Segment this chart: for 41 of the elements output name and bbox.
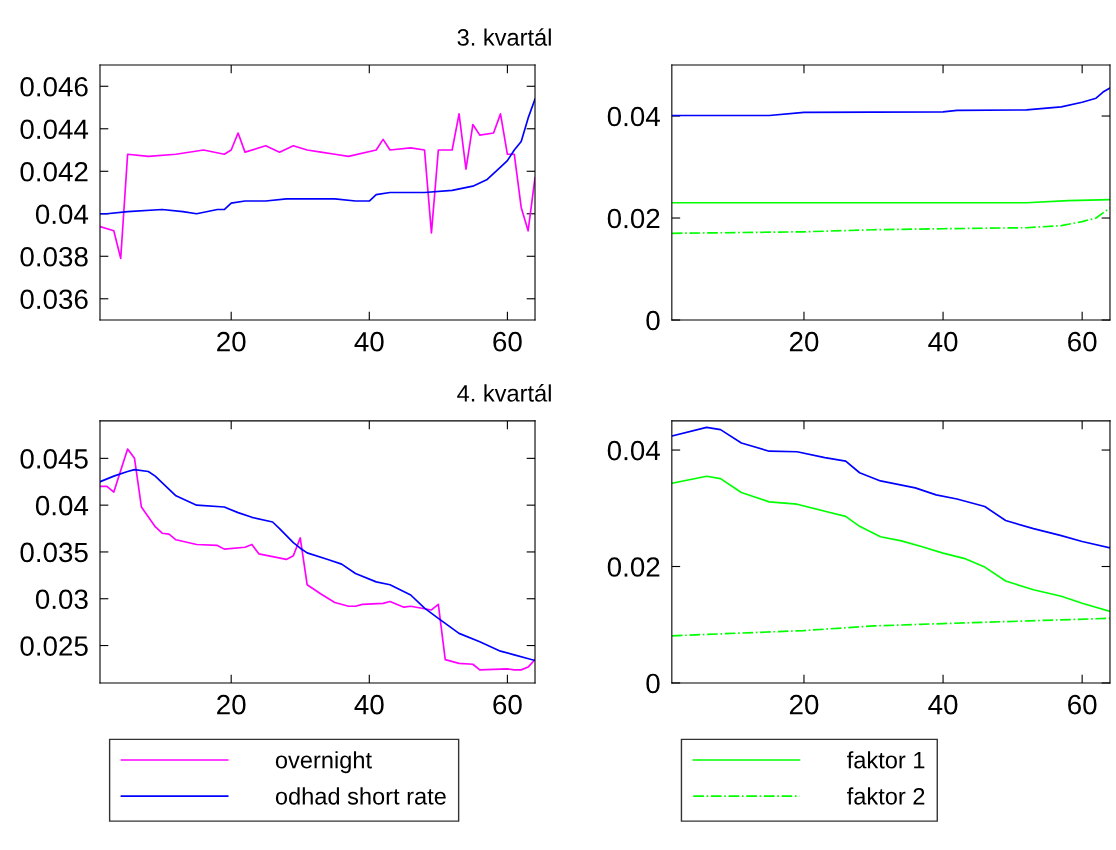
x-tick-label: 20 [217, 694, 246, 715]
y-tick-label: 0.02 [607, 208, 660, 229]
line-series [671, 426, 1110, 549]
x-tick-label: 60 [493, 694, 522, 715]
y-tick-label: 0.036 [20, 289, 88, 310]
legend-label: odhad short rate [275, 787, 446, 805]
x-tick-label: 40 [354, 331, 384, 352]
x-tick-label: 60 [493, 331, 522, 352]
y-tick-label: 0.04 [35, 495, 89, 516]
chart-title: 3. kvartál [457, 28, 551, 46]
y-tick-label: 0.02 [607, 557, 660, 577]
chart-title: 4. kvartál [457, 384, 551, 402]
legend-label: overnight [275, 751, 372, 774]
y-tick-label: 0.04 [607, 440, 660, 461]
x-tick-label: 40 [928, 331, 958, 352]
line-series [671, 206, 1110, 235]
line-series [671, 475, 1110, 613]
y-tick-label: 0.042 [20, 161, 88, 182]
y-tick-label: 0.035 [20, 542, 88, 563]
y-tick-label: 0 [646, 673, 660, 694]
y-tick-label: 0.025 [20, 636, 88, 656]
x-tick-label: 60 [1068, 331, 1097, 352]
x-tick-label: 20 [217, 331, 246, 352]
y-tick-label: 0.045 [20, 449, 88, 469]
y-tick-label: 0.044 [20, 119, 89, 140]
line-series [99, 113, 536, 260]
x-tick-label: 20 [789, 694, 819, 715]
x-tick-label: 40 [354, 694, 384, 715]
legend-label: faktor 2 [847, 787, 925, 805]
legend-label: faktor 1 [847, 751, 925, 769]
y-tick-label: 0 [646, 310, 660, 331]
y-tick-label: 0.046 [20, 76, 88, 97]
y-tick-label: 0.04 [607, 106, 660, 127]
line-series [671, 87, 1110, 117]
x-tick-label: 60 [1068, 694, 1097, 715]
x-tick-label: 20 [789, 331, 819, 352]
y-tick-label: 0.04 [35, 204, 89, 225]
y-tick-label: 0.03 [35, 589, 88, 610]
y-tick-label: 0.038 [20, 246, 88, 267]
line-series [99, 98, 536, 215]
x-tick-label: 40 [928, 694, 958, 715]
